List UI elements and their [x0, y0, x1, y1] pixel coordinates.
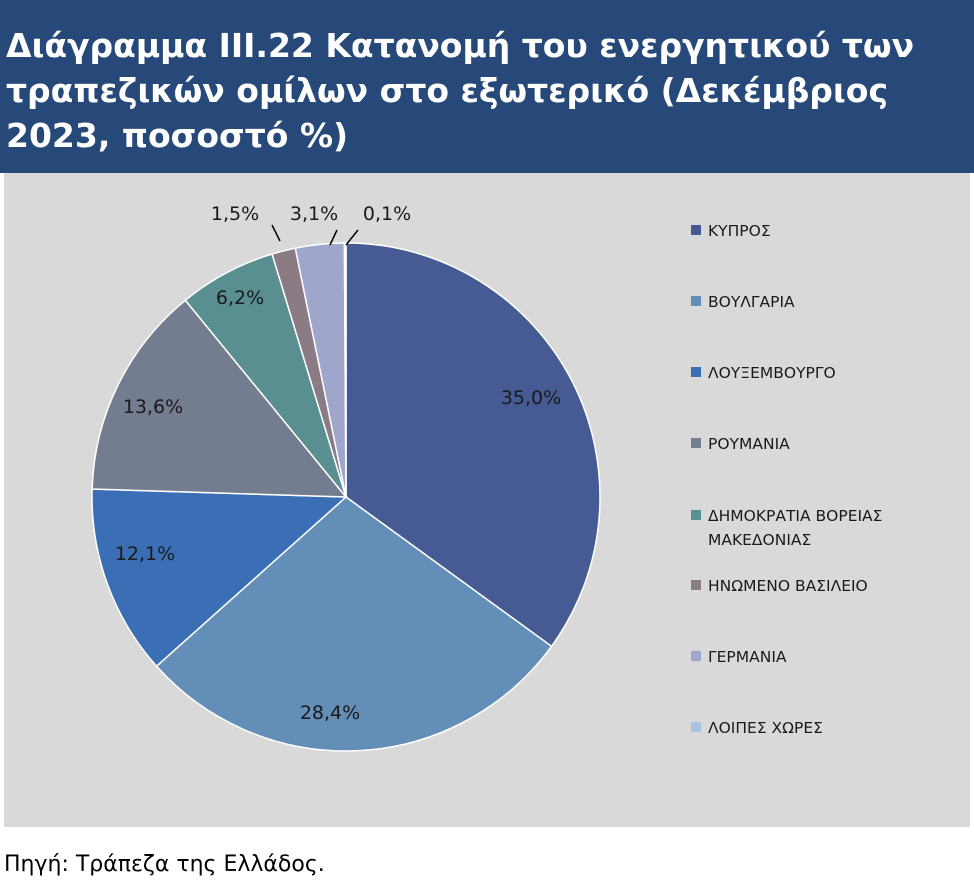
- data-label-7: 3,1%: [290, 203, 338, 225]
- pie-slices: [91, 242, 601, 752]
- data-label-2: 28,4%: [300, 702, 360, 724]
- legend-swatch-5: [691, 510, 701, 520]
- legend-swatch-6: [691, 580, 701, 590]
- legend-label-6: ΗΝΩΜΕΝΟ ΒΑΣΙΛΕΙΟ: [708, 577, 868, 595]
- pie-slice-3: [91, 488, 348, 668]
- legend-swatch-7: [691, 651, 701, 661]
- legend-label-7: ΓΕΡΜΑΝΙΑ: [708, 648, 787, 666]
- data-label-8: 0,1%: [363, 203, 411, 225]
- chart-title: Διάγραμμα ΙΙΙ.22 Κατανομή του ενεργητικο…: [6, 26, 915, 155]
- leader-line-8: [345, 229, 359, 246]
- data-label-6: 1,5%: [211, 203, 259, 225]
- title-bar: Διάγραμμα ΙΙΙ.22 Κατανομή του ενεργητικο…: [0, 0, 974, 173]
- chart-area: 35,0% 28,4% 12,1% 13,6% 6,2% 1,5% 3,1% 0,1% ΚΥΠ…: [4, 173, 970, 827]
- data-label-5: 6,2%: [216, 287, 264, 309]
- pie-slice-1: [345, 242, 601, 648]
- source-note: Πηγή: Τράπεζα της Ελλάδος.: [4, 852, 325, 877]
- data-label-4: 13,6%: [123, 396, 183, 418]
- data-label-3: 12,1%: [115, 543, 175, 565]
- leader-line-6: [271, 224, 281, 242]
- data-labels: 35,0% 28,4% 12,1% 13,6% 6,2% 1,5% 3,1% 0,1%: [115, 203, 561, 724]
- legend-swatch-1: [691, 225, 701, 235]
- legend-label-8: ΛΟΙΠΕΣ ΧΩΡΕΣ: [708, 719, 823, 737]
- legend-swatch-4: [691, 438, 701, 448]
- pie-slice-2: [155, 496, 553, 752]
- legend-swatch-3: [691, 367, 701, 377]
- legend-label-4: ΡΟΥΜΑΝΙΑ: [708, 435, 790, 453]
- legend-swatch-8: [691, 722, 701, 732]
- legend-label-3: ΛΟΥΞΕΜΒΟΥΡΓΟ: [708, 364, 836, 382]
- legend-label-2: ΒΟΥΛΓΑΡΙΑ: [708, 293, 795, 311]
- pie-chart: 35,0% 28,4% 12,1% 13,6% 6,2% 1,5% 3,1% 0,1% ΚΥΠ…: [91, 203, 882, 752]
- pie-slice-8: [343, 242, 347, 498]
- legend-label-1: ΚΥΠΡΟΣ: [708, 222, 771, 240]
- data-label-1: 35,0%: [501, 387, 561, 409]
- legend: ΚΥΠΡΟΣ ΒΟΥΛΓΑΡΙΑ ΛΟΥΞΕΜΒΟΥΡΓΟ ΡΟΥΜΑΝΙΑ ΔΗΜΟΚ…: [691, 222, 882, 737]
- legend-swatch-2: [691, 296, 701, 306]
- legend-label-5: ΔΗΜΟΚΡΑΤΙΑ ΒΟΡΕΙΑΣ ΜΑΚΕΔΟΝΙΑΣ: [708, 507, 882, 549]
- leader-line-7: [329, 229, 338, 246]
- pie-slice-4: [91, 299, 348, 498]
